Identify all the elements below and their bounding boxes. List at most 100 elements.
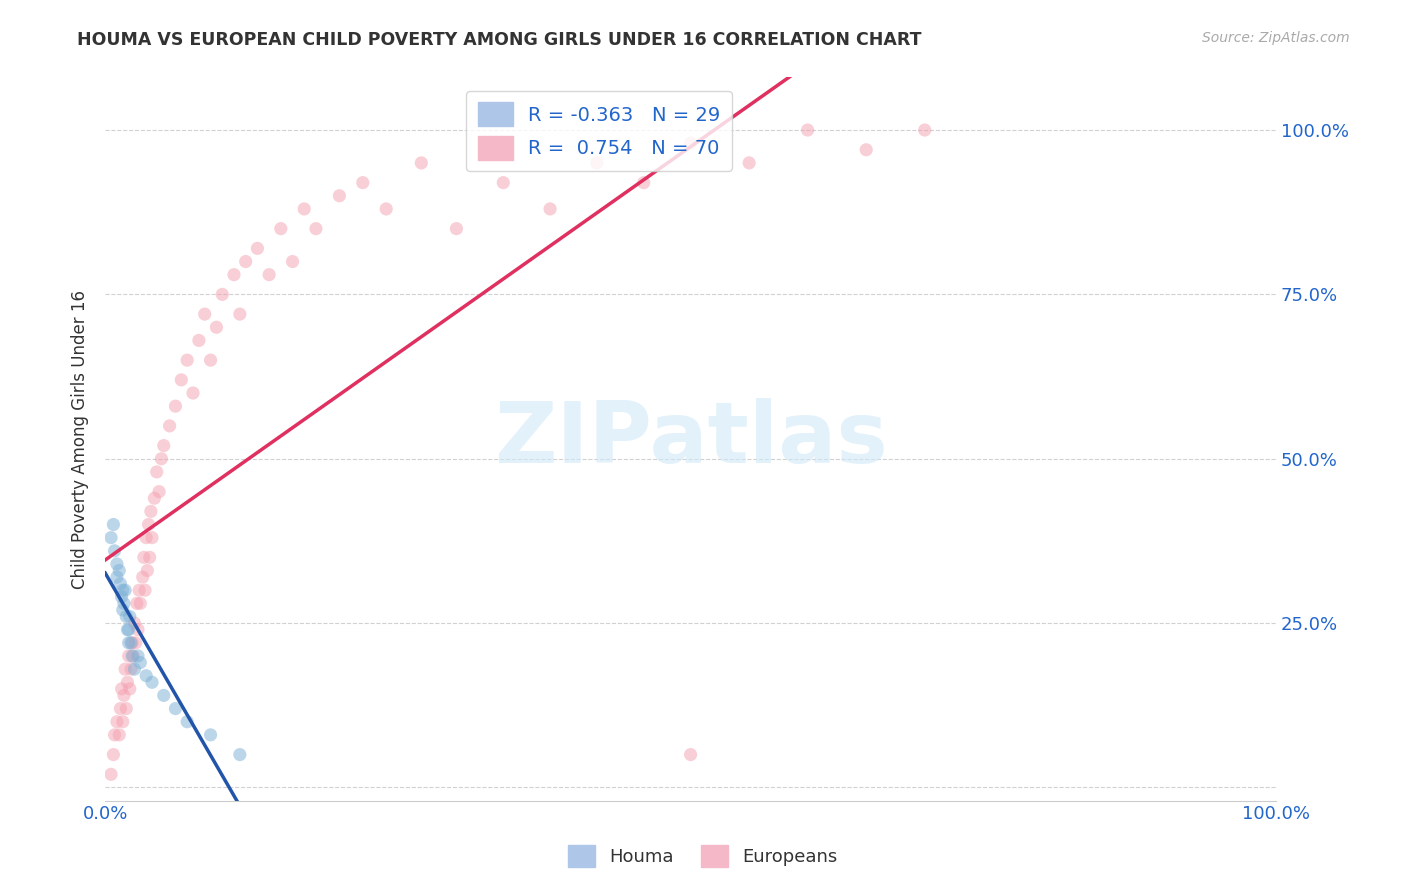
Text: Source: ZipAtlas.com: Source: ZipAtlas.com [1202,31,1350,45]
Point [111,714,134,729]
Point [305,221,328,235]
Point [200,728,222,742]
Point [127,648,149,663]
Point [121,648,143,663]
Point [855,143,877,157]
Point [135,669,157,683]
Point [100,531,122,545]
Point [446,221,468,235]
Point [152,439,174,453]
Point [129,656,152,670]
Point [117,623,139,637]
Point [100,767,122,781]
Point [110,576,132,591]
Point [159,418,181,433]
Point [117,636,139,650]
Point [115,609,138,624]
Legend: R = -0.363   N = 29, R =  0.754   N = 70: R = -0.363 N = 29, R = 0.754 N = 70 [467,91,733,171]
Point [111,603,134,617]
Point [679,136,702,151]
Point [118,609,141,624]
Point [114,583,136,598]
Point [103,543,125,558]
Point [222,268,245,282]
Point [796,123,818,137]
Point [138,550,160,565]
Point [117,675,139,690]
Y-axis label: Child Poverty Among Girls Under 16: Child Poverty Among Girls Under 16 [72,290,89,589]
Point [181,386,204,401]
Point [124,616,146,631]
Point [411,156,433,170]
Point [110,701,132,715]
Point [108,728,131,742]
Point [492,176,515,190]
Point [194,307,217,321]
Point [738,156,761,170]
Point [138,517,160,532]
Point [187,334,209,348]
Point [165,701,187,715]
Point [110,681,132,696]
Point [108,564,131,578]
Point [139,504,162,518]
Point [281,254,304,268]
Point [538,202,561,216]
Point [122,648,145,663]
Point [150,451,173,466]
Point [105,557,128,571]
Point [586,156,609,170]
Point [328,188,350,202]
Point [105,714,128,729]
Point [115,701,138,715]
Point [114,662,136,676]
Point [112,689,135,703]
Point [148,484,170,499]
Point [136,564,159,578]
Point [211,287,233,301]
Point [176,714,198,729]
Point [235,254,257,268]
Point [103,728,125,742]
Point [914,123,936,137]
Point [125,596,148,610]
Point [120,662,142,676]
Point [143,491,166,506]
Point [103,747,125,762]
Point [103,517,125,532]
Legend: Houma, Europeans: Houma, Europeans [561,838,845,874]
Point [170,373,193,387]
Point [128,583,150,598]
Point [118,681,141,696]
Point [352,176,374,190]
Point [129,596,152,610]
Point [152,689,174,703]
Point [117,623,139,637]
Point [257,268,280,282]
Point [110,590,132,604]
Point [679,747,702,762]
Point [229,747,252,762]
Point [124,636,146,650]
Point [165,399,187,413]
Point [141,531,163,545]
Point [176,353,198,368]
Point [124,662,146,676]
Point [134,583,156,598]
Point [131,570,153,584]
Text: HOUMA VS EUROPEAN CHILD POVERTY AMONG GIRLS UNDER 16 CORRELATION CHART: HOUMA VS EUROPEAN CHILD POVERTY AMONG GI… [77,31,922,49]
Point [117,648,139,663]
Point [375,202,398,216]
Point [246,241,269,255]
Point [205,320,228,334]
Point [229,307,252,321]
Point [127,623,149,637]
Point [135,531,157,545]
Point [292,202,315,216]
Point [121,636,143,650]
Point [200,353,222,368]
Point [111,583,134,598]
Text: ZIPatlas: ZIPatlas [494,398,887,481]
Point [105,570,128,584]
Point [132,550,155,565]
